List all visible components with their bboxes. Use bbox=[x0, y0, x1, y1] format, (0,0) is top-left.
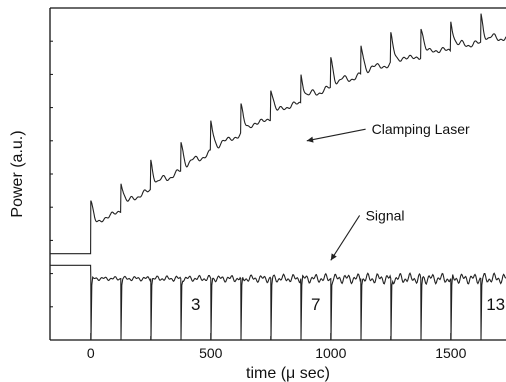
pulse-number-label: 3 bbox=[191, 295, 200, 314]
x-tick-label: 1500 bbox=[435, 345, 466, 361]
signal-trace bbox=[50, 264, 506, 341]
x-tick-label: 500 bbox=[199, 345, 223, 361]
annotation-arrow-line bbox=[306, 128, 366, 142]
x-tick-label: 0 bbox=[87, 345, 95, 361]
annotation-label: Signal bbox=[366, 207, 405, 223]
annotation-arrow-line bbox=[330, 215, 361, 261]
x-tick-label: 1000 bbox=[315, 345, 346, 361]
annotation-arrow-head bbox=[330, 253, 337, 261]
clamping-laser-trace bbox=[50, 13, 506, 255]
pulse-number-label: 7 bbox=[311, 295, 320, 314]
annotation-label: Clamping Laser bbox=[372, 121, 470, 137]
pulse-number-label: 13 bbox=[486, 295, 505, 314]
y-axis-label: Power (a.u.) bbox=[9, 130, 26, 217]
x-axis-label: time (μ sec) bbox=[246, 365, 330, 382]
annotation-arrow-head bbox=[306, 136, 314, 143]
